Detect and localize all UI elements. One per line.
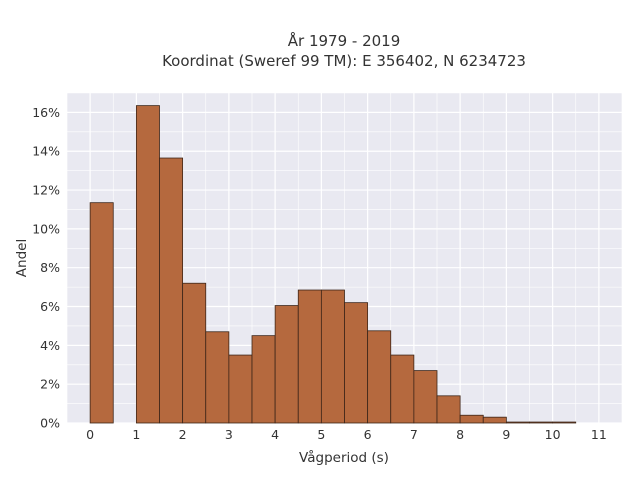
x-tick-label: 1 bbox=[132, 427, 140, 442]
x-tick-label: 4 bbox=[271, 427, 279, 442]
y-tick-label: 14% bbox=[32, 144, 60, 159]
y-tick-label: 10% bbox=[32, 221, 60, 236]
chart-title-line1: År 1979 - 2019 bbox=[288, 31, 401, 50]
histogram-bar bbox=[413, 370, 438, 424]
x-tick-label: 9 bbox=[502, 427, 510, 442]
y-tick-label: 4% bbox=[40, 338, 60, 353]
histogram-bar bbox=[344, 302, 369, 424]
y-tick-label: 0% bbox=[40, 416, 60, 431]
histogram-bar bbox=[459, 414, 484, 424]
histogram-bar bbox=[552, 421, 577, 424]
histogram-bar bbox=[89, 202, 114, 424]
histogram-bar bbox=[251, 335, 276, 424]
histogram-bar bbox=[390, 354, 415, 424]
histogram-bar bbox=[205, 331, 230, 424]
y-axis-label: Andel bbox=[14, 239, 30, 277]
y-tick-label: 6% bbox=[40, 299, 60, 314]
histogram-bar bbox=[228, 354, 253, 424]
x-tick-label: 3 bbox=[225, 427, 233, 442]
x-axis-label: Vågperiod (s) bbox=[299, 449, 389, 466]
histogram-bar bbox=[297, 289, 322, 424]
x-tick-label: 0 bbox=[86, 427, 94, 442]
x-tick-label: 10 bbox=[545, 427, 561, 442]
x-tick-label: 6 bbox=[364, 427, 372, 442]
y-tick-label: 2% bbox=[40, 377, 60, 392]
x-tick-label: 8 bbox=[456, 427, 464, 442]
y-tick-label: 12% bbox=[32, 183, 60, 198]
y-tick-label: 16% bbox=[32, 105, 60, 120]
x-tick-label: 7 bbox=[410, 427, 418, 442]
histogram-bar bbox=[436, 395, 461, 424]
x-tick-label: 11 bbox=[591, 427, 607, 442]
histogram-bar bbox=[182, 282, 207, 424]
histogram-bar bbox=[482, 416, 507, 424]
chart-title-line2: Koordinat (Sweref 99 TM): E 356402, N 62… bbox=[162, 52, 526, 70]
histogram-bar bbox=[159, 157, 184, 424]
y-tick-label: 8% bbox=[40, 260, 60, 275]
histogram-bar bbox=[320, 289, 345, 424]
histogram-bar bbox=[135, 105, 160, 424]
histogram-bar bbox=[274, 305, 299, 424]
histogram-bar bbox=[505, 421, 530, 424]
x-tick-label: 2 bbox=[179, 427, 187, 442]
histogram-bars bbox=[89, 105, 577, 424]
y-axis-ticks: 0% 2% 4% 6% 8% 10% 12% 14% 16% bbox=[32, 105, 60, 431]
x-tick-label: 5 bbox=[317, 427, 325, 442]
x-axis-ticks: 0 1 2 3 4 5 6 7 8 9 10 11 bbox=[86, 427, 607, 442]
histogram-bar bbox=[529, 421, 554, 424]
histogram-bar bbox=[367, 330, 392, 424]
